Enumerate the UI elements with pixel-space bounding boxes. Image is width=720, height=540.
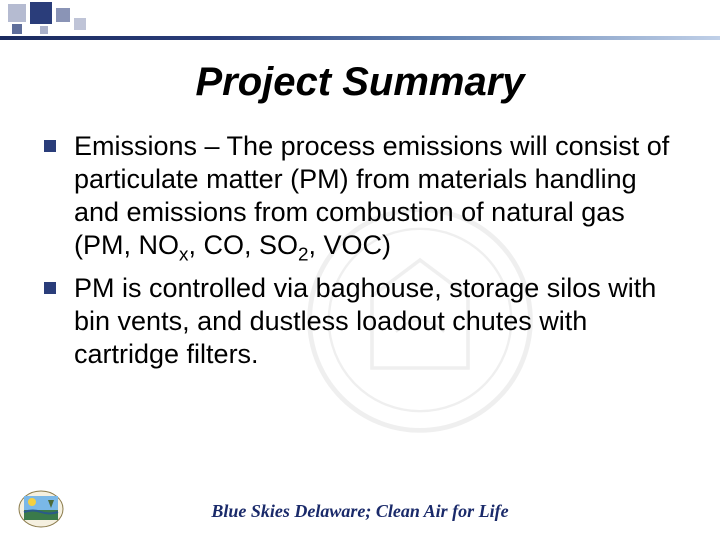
- footer-tagline: Blue Skies Delaware; Clean Air for Life: [0, 501, 720, 522]
- bullet-marker-icon: [44, 140, 56, 152]
- agency-logo: [18, 490, 64, 528]
- bullet-list: Emissions – The process emissions will c…: [44, 130, 684, 377]
- bullet-item: PM is controlled via baghouse, storage s…: [44, 272, 684, 371]
- header-gradient-line: [0, 36, 720, 40]
- bullet-text: Emissions – The process emissions will c…: [74, 131, 669, 260]
- bullet-text: PM is controlled via baghouse, storage s…: [74, 273, 656, 369]
- corner-decoration: [0, 0, 720, 40]
- bullet-marker-icon: [44, 282, 56, 294]
- bullet-item: Emissions – The process emissions will c…: [44, 130, 684, 266]
- slide-title: Project Summary: [0, 60, 720, 105]
